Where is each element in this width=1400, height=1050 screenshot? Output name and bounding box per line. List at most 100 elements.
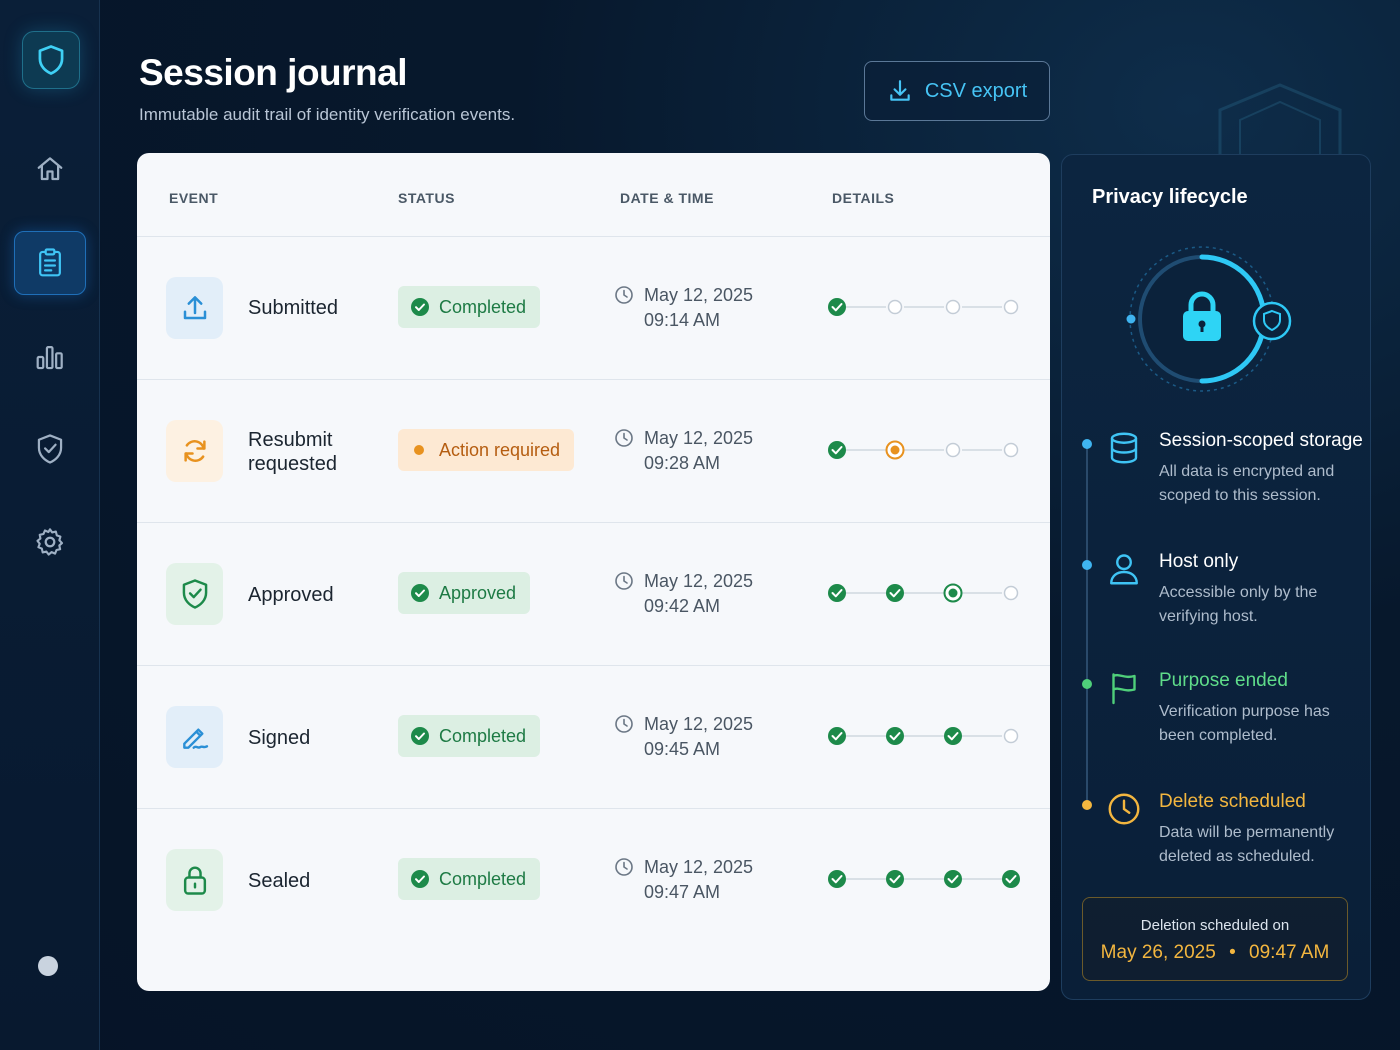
clock-icon [615, 572, 633, 590]
step-done [944, 870, 962, 888]
deletion-separator: • [1229, 942, 1236, 963]
column-header-event: EVENT [169, 190, 219, 206]
table-row[interactable]: Sealed Completed May 12, 2025 09:47 AM [137, 809, 1050, 952]
step-current-orange [885, 440, 905, 460]
step-done [886, 870, 904, 888]
user-status-indicator[interactable] [38, 956, 58, 976]
event-date: May 12, 2025 [644, 857, 754, 877]
event-label: Submitted [248, 297, 339, 319]
step-todo [1003, 299, 1019, 315]
progress-steps [827, 523, 1027, 666]
deletion-datetime: May 26, 2025 • 09:47 AM [1083, 942, 1347, 964]
csv-export-label: CSV export [924, 79, 1028, 102]
progress-steps [827, 666, 1027, 809]
event-icon-tile [166, 420, 223, 482]
event-date: May 12, 2025 [644, 428, 754, 448]
nav-journal[interactable] [14, 231, 86, 295]
table-row[interactable]: Signed Completed May 12, 2025 09:45 AM [137, 666, 1050, 809]
event-date: May 12, 2025 [644, 714, 754, 734]
table-header: EVENT STATUS DATE & TIME DETAILS [137, 153, 1050, 237]
table-row[interactable]: Submitted Completed May 12, 2025 09:14 AM [137, 237, 1050, 380]
status-text: Completed [439, 725, 527, 746]
event-datetime: May 12, 2025 09:47 AM [614, 855, 753, 905]
clock-icon [615, 715, 633, 733]
event-icon-tile [166, 563, 223, 625]
deletion-date: May 26, 2025 [1100, 942, 1216, 963]
sidebar [0, 0, 100, 1050]
shield-check-icon [37, 434, 63, 464]
decorative-shield-pattern [1218, 83, 1342, 170]
page-subtitle: Immutable audit trail of identity verifi… [139, 105, 516, 124]
timeline-dot [1082, 560, 1092, 570]
clock-icon [1108, 793, 1140, 825]
deletion-schedule-box: Deletion scheduled on May 26, 2025 • 09:… [1082, 897, 1348, 981]
shield-check-icon [182, 579, 207, 609]
event-datetime: May 12, 2025 09:42 AM [614, 569, 753, 619]
step-done [828, 584, 846, 602]
gear-icon [36, 528, 64, 556]
column-header-details: DETAILS [832, 190, 895, 206]
table-row[interactable]: Approved Approved May 12, 2025 09:42 AM [137, 523, 1050, 666]
progress-steps [827, 380, 1027, 523]
journal-table: EVENT STATUS DATE & TIME DETAILS Submitt… [137, 153, 1050, 991]
nav-home[interactable] [14, 137, 86, 201]
lock-icon [183, 866, 206, 895]
event-time: 09:28 AM [644, 453, 721, 473]
status-text: Action required [439, 439, 561, 460]
upload-icon [183, 296, 206, 320]
step-done [828, 870, 846, 888]
nav-settings[interactable] [14, 510, 86, 574]
page-title: Session journal [139, 52, 408, 93]
download-icon [890, 80, 910, 101]
panel-title: Privacy lifecycle [1092, 186, 1248, 208]
table-row[interactable]: Resubmit requested Action required May 1… [137, 380, 1050, 523]
step-done [886, 727, 904, 745]
event-datetime: May 12, 2025 09:28 AM [614, 426, 753, 476]
timeline-dot [1082, 800, 1092, 810]
event-time: 09:47 AM [644, 882, 721, 902]
column-header-status: STATUS [398, 190, 455, 206]
step-todo [887, 299, 903, 315]
deletion-label: Deletion scheduled on [1140, 917, 1290, 934]
lock-icon [1183, 291, 1221, 341]
shield-icon [38, 45, 64, 75]
event-time: 09:42 AM [644, 596, 721, 616]
timeline-dot [1082, 439, 1092, 449]
timeline-title: Delete scheduled [1159, 791, 1306, 812]
progress-steps [827, 809, 1027, 952]
step-done [1002, 870, 1020, 888]
nav-security[interactable] [14, 417, 86, 481]
event-label: Sealed [248, 870, 311, 892]
clipboard-icon [39, 248, 61, 277]
timeline-track [1086, 445, 1088, 805]
event-time: 09:14 AM [644, 310, 721, 330]
timeline-desc: Verification purpose has been completed. [1159, 703, 1330, 744]
timeline-title: Session-scoped storage [1159, 430, 1363, 451]
csv-export-button[interactable]: CSV export [864, 61, 1050, 121]
event-label: Approved [248, 584, 334, 606]
step-todo [1003, 728, 1019, 744]
step-todo [1003, 585, 1019, 601]
step-todo [945, 299, 961, 315]
timeline-desc: All data is encrypted and scoped to this… [1159, 463, 1335, 504]
status-badge: Approved [398, 572, 531, 614]
status-dot-icon [414, 445, 424, 455]
step-done [944, 727, 962, 745]
step-done [828, 298, 846, 316]
privacy-lifecycle-panel: Privacy lifecycle Session-scoped storage… [1061, 154, 1371, 1000]
status-text: Approved [439, 582, 517, 603]
database-icon [1110, 432, 1138, 464]
bar-chart-icon [36, 346, 63, 370]
nav-analytics[interactable] [14, 325, 86, 389]
event-icon-tile [166, 277, 223, 339]
timeline-title: Purpose ended [1159, 670, 1288, 691]
status-badge: Completed [398, 286, 541, 328]
progress-steps [827, 237, 1027, 380]
step-done [828, 441, 846, 459]
timeline-title: Host only [1159, 551, 1239, 572]
event-label: Signed [248, 727, 311, 749]
check-circle-icon [411, 584, 429, 602]
app-logo[interactable] [22, 31, 80, 89]
event-icon-tile [166, 706, 223, 768]
check-circle-icon [411, 298, 429, 316]
